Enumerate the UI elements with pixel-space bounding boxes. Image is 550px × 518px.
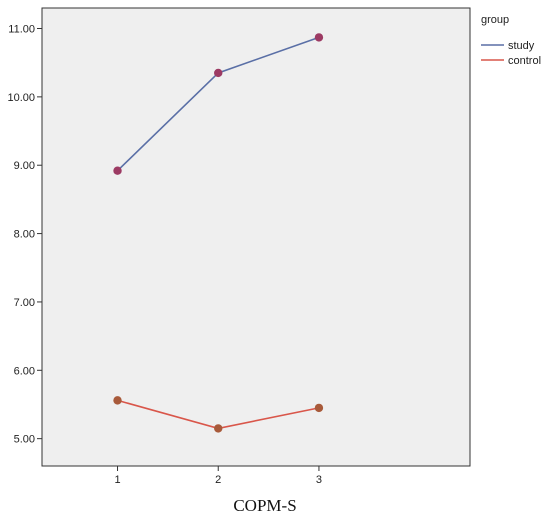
- data-point-control: [214, 424, 223, 433]
- y-tick-label: 5.00: [14, 434, 35, 446]
- chart-caption: COPM-S: [233, 496, 296, 515]
- y-tick-label: 6.00: [14, 365, 35, 377]
- y-tick-label: 10.00: [7, 92, 35, 104]
- legend-title: group: [481, 14, 509, 26]
- plot-area: [41, 7, 471, 467]
- series-control: [113, 396, 324, 433]
- x-axis: 1 2 3: [114, 466, 322, 486]
- y-tick-label: 9.00: [14, 160, 35, 172]
- series-study: [113, 33, 324, 175]
- x-tick-label: 2: [215, 474, 221, 486]
- data-point-study: [113, 166, 122, 175]
- data-point-control: [113, 396, 122, 405]
- data-point-study: [314, 33, 324, 42]
- y-axis: 5.00 6.00 7.00 8.00 9.00 10.00 11.00: [7, 24, 42, 446]
- legend-label-control: control: [508, 55, 541, 67]
- series-layer: [113, 33, 324, 433]
- x-tick-label: 3: [316, 474, 322, 486]
- y-tick-label: 7.00: [14, 297, 35, 309]
- x-tick-label: 1: [114, 474, 120, 486]
- legend: group study control: [481, 14, 541, 67]
- y-tick-label: 8.00: [14, 229, 35, 241]
- data-point-control: [314, 403, 324, 413]
- y-tick-label: 11.00: [8, 24, 35, 36]
- data-point-study: [214, 68, 223, 78]
- legend-label-study: study: [508, 40, 535, 52]
